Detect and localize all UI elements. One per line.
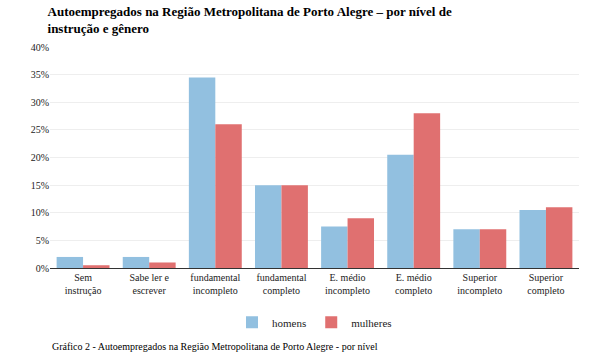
svg-text:Seminstrução: Seminstrução: [65, 272, 102, 296]
svg-text:25%: 25%: [31, 124, 49, 135]
svg-text:fundamentalcompleto: fundamentalcompleto: [256, 272, 306, 296]
svg-text:20%: 20%: [31, 152, 49, 163]
svg-text:5%: 5%: [36, 235, 49, 246]
svg-text:fundamentalincompleto: fundamentalincompleto: [190, 272, 240, 296]
svg-text:E. médioincompleto: E. médioincompleto: [325, 272, 370, 296]
svg-text:0%: 0%: [36, 263, 49, 274]
svg-text:Superiorincompleto: Superiorincompleto: [457, 272, 502, 296]
svg-text:Autoempregados na Região Metro: Autoempregados na Região Metropolitana d…: [48, 4, 452, 36]
svg-text:40%: 40%: [31, 42, 49, 53]
svg-text:10%: 10%: [31, 207, 49, 218]
svg-text:30%: 30%: [31, 97, 49, 108]
svg-text:homens: homens: [272, 317, 306, 329]
svg-text:Gráfico 2 - Autoempregados na: Gráfico 2 - Autoempregados na Região Met…: [52, 341, 378, 352]
svg-text:mulheres: mulheres: [351, 317, 391, 329]
svg-text:E. médiocompleto: E. médiocompleto: [395, 272, 432, 296]
svg-text:Superiorcompleto: Superiorcompleto: [527, 272, 564, 296]
svg-text:35%: 35%: [31, 69, 49, 80]
svg-text:15%: 15%: [31, 180, 49, 191]
svg-text:Sabe ler eescrever: Sabe ler eescrever: [129, 272, 169, 296]
